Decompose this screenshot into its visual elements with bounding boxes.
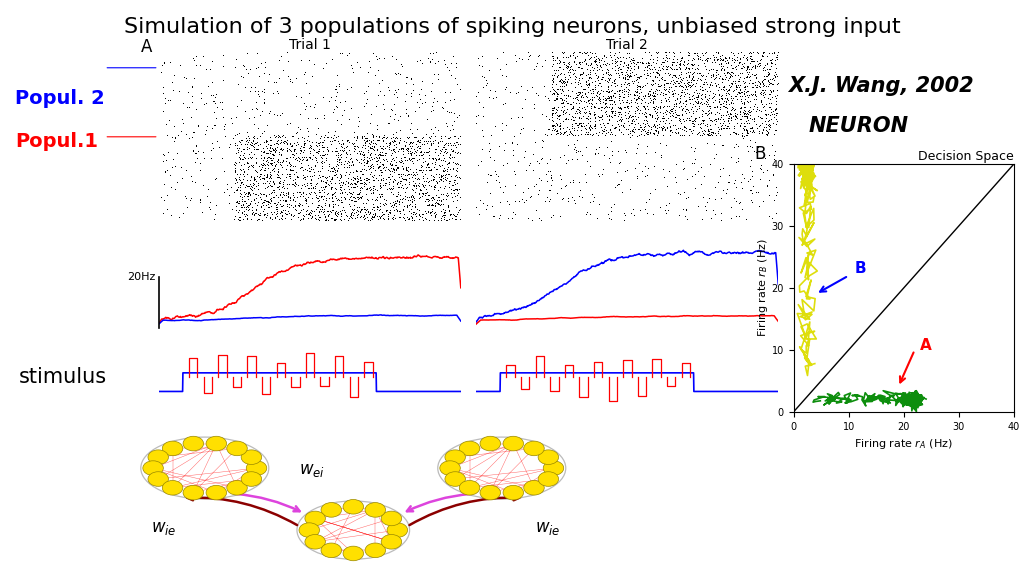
Text: NEURON: NEURON: [809, 116, 909, 137]
Circle shape: [460, 480, 480, 495]
Circle shape: [183, 486, 204, 500]
Y-axis label: Firing rate $r_B$ (Hz): Firing rate $r_B$ (Hz): [756, 238, 770, 338]
Circle shape: [387, 523, 408, 537]
Circle shape: [226, 480, 247, 495]
Ellipse shape: [141, 437, 268, 499]
Circle shape: [322, 543, 342, 558]
X-axis label: Firing rate $r_A$ (Hz): Firing rate $r_A$ (Hz): [854, 437, 953, 451]
Circle shape: [241, 450, 261, 464]
Text: A: A: [141, 38, 153, 56]
Circle shape: [445, 450, 466, 464]
Circle shape: [523, 441, 544, 456]
Circle shape: [366, 543, 386, 558]
Circle shape: [299, 523, 319, 537]
Circle shape: [343, 499, 364, 514]
Circle shape: [246, 461, 266, 475]
Text: $w_{ie}$: $w_{ie}$: [152, 519, 176, 537]
Circle shape: [366, 503, 386, 517]
Circle shape: [241, 472, 261, 486]
Circle shape: [343, 546, 364, 561]
Text: X.J. Wang, 2002: X.J. Wang, 2002: [788, 76, 974, 96]
Circle shape: [440, 461, 461, 475]
Circle shape: [183, 436, 204, 451]
Title: Trial 1: Trial 1: [289, 38, 331, 52]
Circle shape: [480, 436, 501, 451]
Ellipse shape: [297, 501, 410, 559]
Circle shape: [305, 535, 326, 549]
Circle shape: [538, 450, 558, 464]
Circle shape: [163, 480, 183, 495]
Circle shape: [538, 472, 558, 486]
Text: B: B: [754, 145, 765, 163]
Text: Simulation of 3 populations of spiking neurons, unbiased strong input: Simulation of 3 populations of spiking n…: [124, 17, 900, 37]
Text: $w_{ei}$: $w_{ei}$: [299, 461, 326, 479]
Text: B: B: [854, 260, 865, 275]
Circle shape: [381, 535, 401, 549]
Circle shape: [148, 450, 169, 464]
Circle shape: [206, 486, 226, 500]
Text: 20Hz: 20Hz: [127, 272, 156, 282]
Circle shape: [226, 441, 247, 456]
Circle shape: [163, 441, 183, 456]
Circle shape: [523, 480, 544, 495]
Circle shape: [445, 472, 466, 486]
Circle shape: [480, 486, 501, 500]
Circle shape: [503, 436, 523, 451]
Circle shape: [305, 511, 326, 526]
Title: Trial 2: Trial 2: [606, 38, 648, 52]
Circle shape: [381, 511, 401, 526]
Text: Decision Space: Decision Space: [918, 150, 1014, 163]
Text: Popul. 2: Popul. 2: [15, 89, 105, 108]
Circle shape: [322, 503, 342, 517]
Circle shape: [503, 486, 523, 500]
Text: $w_{ie}$: $w_{ie}$: [536, 519, 560, 537]
Ellipse shape: [438, 437, 565, 499]
Circle shape: [143, 461, 164, 475]
Text: A: A: [921, 338, 932, 353]
Text: stimulus: stimulus: [18, 367, 106, 387]
Circle shape: [148, 472, 169, 486]
Circle shape: [206, 436, 226, 451]
Circle shape: [460, 441, 480, 456]
Circle shape: [544, 461, 564, 475]
Text: Popul.1: Popul.1: [15, 132, 98, 151]
